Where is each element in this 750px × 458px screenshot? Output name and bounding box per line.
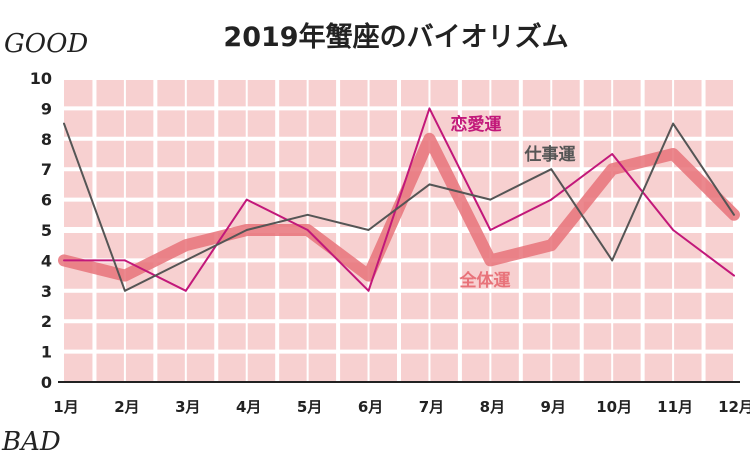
x-tick-label: 3月 [175, 398, 200, 416]
y-tick-label: 6 [41, 191, 52, 210]
x-axis: 1月 2月 3月 4月 5月 6月 7月 8月 9月 10月 11月 12月 [53, 398, 750, 416]
x-tick-label: 5月 [297, 398, 322, 416]
bad-label: BAD [1, 427, 61, 457]
x-tick-label: 10月 [596, 398, 632, 416]
y-tick-label: 2 [41, 312, 52, 331]
y-tick-label: 7 [41, 160, 52, 179]
x-tick-label: 12月 [718, 398, 750, 416]
x-tick-label: 6月 [358, 398, 383, 416]
y-axis: 0 1 2 3 4 5 6 7 8 9 10 [30, 69, 52, 392]
series-label-2: 恋愛運 [451, 114, 502, 135]
x-tick-label: 7月 [419, 398, 444, 416]
x-tick-label: 9月 [541, 398, 566, 416]
y-tick-label: 9 [41, 99, 52, 118]
y-tick-label: 1 [41, 343, 52, 362]
y-tick-label: 5 [41, 221, 52, 240]
x-tick-label: 11月 [657, 398, 693, 416]
x-tick-label: 4月 [236, 398, 261, 416]
series-lines [58, 107, 740, 292]
series-label-1: 全体運 [459, 270, 511, 291]
plot-area [58, 76, 740, 383]
x-tick-label: 2月 [114, 398, 139, 416]
x-tick-label: 1月 [53, 398, 78, 416]
y-tick-label: 0 [41, 373, 52, 392]
y-tick-label: 4 [41, 251, 52, 270]
chart-title: 2019年蟹座のバイオリズム [223, 21, 568, 53]
series-line-3 [63, 122, 735, 292]
good-label: GOOD [4, 29, 88, 59]
x-tick-label: 8月 [480, 398, 505, 416]
series-label-3: 仕事運 [524, 144, 576, 165]
y-tick-label: 10 [30, 69, 52, 88]
y-tick-label: 8 [41, 130, 52, 149]
series-line-2 [63, 107, 735, 292]
y-tick-label: 3 [41, 282, 52, 301]
